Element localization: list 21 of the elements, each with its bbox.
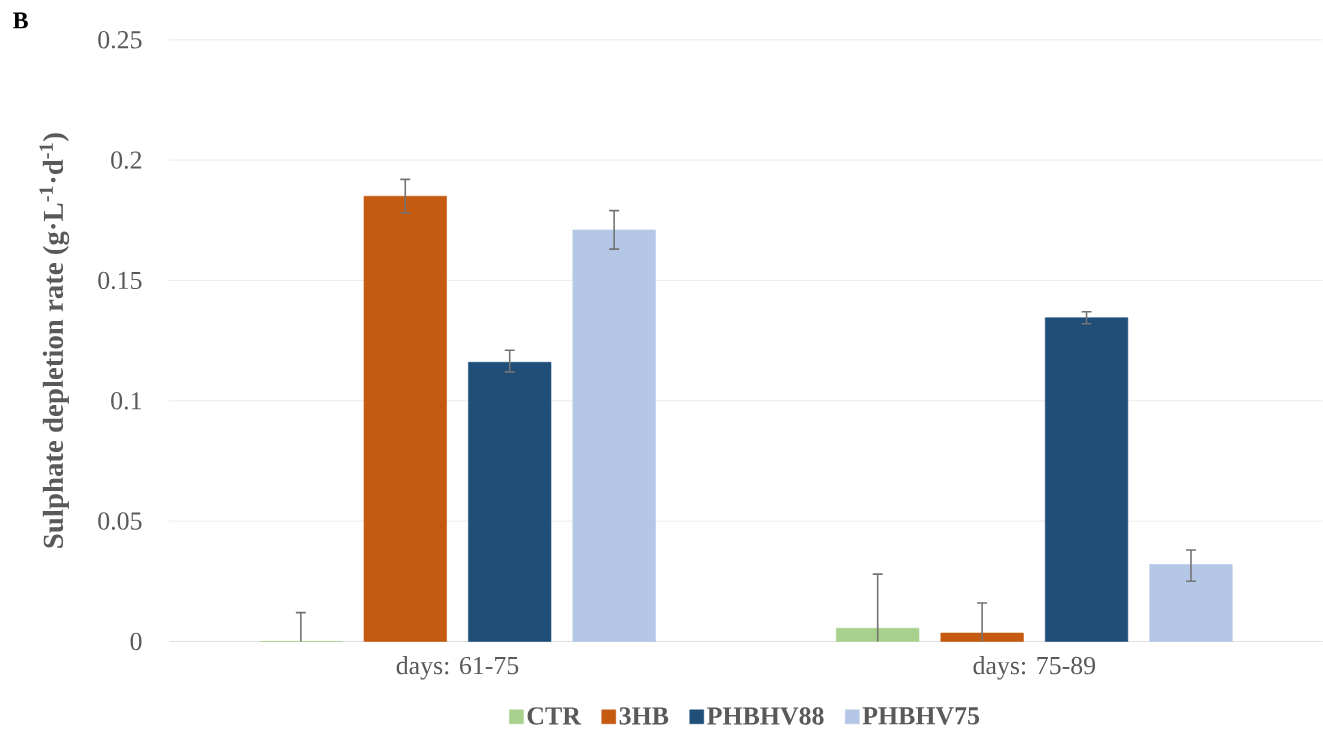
text: Sulphate depletion rate (g·L$^{-1}$·d$^{-1}$): [39, 133, 70, 548]
legend-label: CTR: [527, 707, 582, 725]
y-tick-label: 0: [130, 632, 142, 651]
bar: [572, 229, 656, 642]
bar: [836, 627, 920, 642]
x-tick-label: days: 75-89: [973, 656, 1096, 680]
bar: [940, 632, 1024, 642]
y-tick-label: 0.25: [98, 31, 142, 49]
bar: [1044, 317, 1129, 642]
y-tick-label: 0.1: [111, 392, 141, 410]
bar: [468, 362, 552, 642]
x-tick-label: days: 61-75: [396, 656, 519, 680]
y-tick-label: 0.2: [111, 151, 142, 169]
y-tick-label: 0.15: [98, 271, 142, 290]
legend-label: PHBHV75: [862, 707, 980, 725]
legend-label: PHBHV88: [707, 707, 824, 725]
legend-label: 3HB: [619, 707, 669, 725]
chart-title: B: [13, 12, 28, 29]
bar: [1149, 564, 1233, 642]
y-tick-label: 0.05: [98, 512, 142, 530]
bar: [363, 195, 447, 642]
